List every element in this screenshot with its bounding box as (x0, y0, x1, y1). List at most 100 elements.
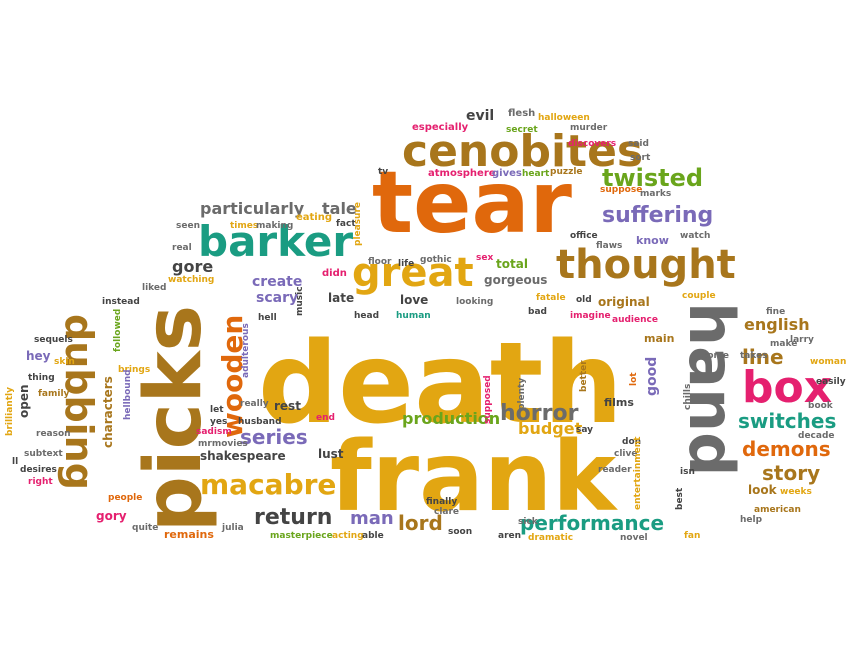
word-gothic: gothic (420, 255, 452, 265)
word-hey: hey (26, 349, 51, 363)
word-barker: barker (198, 217, 353, 266)
word-dubbing: dubbing (57, 314, 101, 490)
word-sex: sex (476, 253, 493, 263)
word-right: right (28, 477, 53, 487)
word-fan: fan (684, 531, 700, 541)
word-adulterous: adulterous (241, 323, 251, 378)
word-great: great (352, 250, 474, 296)
word-masterpiece: masterpiece (270, 531, 333, 541)
word-puzzle: puzzle (550, 167, 583, 177)
word-american: american (754, 505, 801, 515)
word-say: say (576, 425, 593, 435)
word-tale: tale (322, 199, 357, 218)
word-come: come (702, 351, 729, 361)
word-sick: sick (518, 517, 539, 527)
word-reader: reader (598, 465, 632, 475)
word-clive: clive (614, 449, 637, 459)
word-life: life (398, 259, 414, 269)
word-desires: desires (20, 465, 57, 475)
word-hell: hell (258, 313, 277, 323)
word-return: return (254, 505, 332, 530)
word-book: book (808, 401, 834, 411)
word-discovers: discovers (568, 139, 616, 149)
word-audience: audience (612, 315, 658, 325)
word-secret: secret (506, 125, 538, 135)
word-macabre: macabre (200, 468, 336, 501)
word-chills: chills (683, 384, 693, 410)
word-gorgeous: gorgeous (484, 273, 547, 287)
word-fine: fine (766, 307, 785, 317)
word-dramatic: dramatic (528, 533, 573, 543)
word-floor: floor (368, 257, 392, 267)
word-people: people (108, 493, 142, 503)
word-open: open (17, 384, 31, 418)
word-fatale: fatale (536, 293, 566, 303)
word-especially: especially (412, 122, 469, 133)
word-performance: performance (520, 511, 664, 535)
word-fact: fact (336, 219, 356, 229)
word-end: end (316, 413, 335, 423)
word-suppose: suppose (600, 185, 642, 195)
word-entertainment: entertainment (633, 436, 643, 510)
word-films: films (604, 396, 634, 409)
word-old: old (576, 295, 592, 305)
word-death: death (258, 319, 623, 449)
word-larry: larry (790, 335, 814, 345)
word-gives: gives (492, 168, 522, 179)
word-halloween: halloween (538, 113, 590, 123)
word-subtext: subtext (24, 449, 63, 459)
word-family: family (38, 389, 70, 399)
word-wooden: wooden (216, 315, 249, 438)
word-flesh: flesh (508, 108, 535, 119)
word-followed: followed (113, 309, 123, 352)
word-acting: acting (332, 531, 364, 541)
word-yes: yes (210, 417, 227, 427)
word-watch: watch (680, 231, 710, 241)
word-original: original (598, 295, 650, 309)
word-times: times (230, 221, 258, 231)
word-demons: demons (742, 437, 831, 461)
word-pleasure: pleasure (353, 202, 363, 246)
word-mrmovies: mrmovies (198, 439, 248, 449)
word-making: making (256, 221, 293, 231)
word-better: better (579, 360, 589, 392)
word-soon: soon (448, 527, 472, 537)
word-switches: switches (738, 409, 836, 433)
word-story: story (762, 461, 820, 485)
word-lord: lord (398, 511, 443, 535)
word-horror: horror (500, 401, 579, 426)
word-murder: murder (570, 123, 608, 133)
word-remains: remains (164, 528, 214, 541)
word-novel: novel (620, 533, 648, 543)
word-office: office (570, 231, 598, 241)
word-decade: decade (798, 431, 835, 441)
word-series: series (240, 425, 308, 449)
word-english: english (744, 315, 810, 334)
word-marks: marks (640, 189, 671, 199)
word-good: good (644, 357, 660, 396)
word-best: best (675, 487, 685, 510)
word-hellbound: hellbound (123, 369, 133, 420)
word-heart: heart (522, 169, 550, 179)
word-able: able (362, 531, 384, 541)
word-rest: rest (274, 399, 301, 413)
word-isn: isn (680, 467, 695, 477)
word-really: really (240, 399, 269, 409)
word-real: real (172, 243, 192, 253)
word-thing: thing (28, 373, 55, 383)
word-brilliantly: brilliantly (5, 387, 15, 436)
word-tear: tear (372, 153, 572, 253)
word-couple: couple (682, 291, 716, 301)
word-picks: picks (129, 305, 219, 532)
word-looking: looking (456, 297, 493, 307)
word-shakespeare: shakespeare (200, 449, 286, 463)
word-music: music (295, 286, 305, 316)
word-production: production (402, 409, 500, 428)
word-supposed: supposed (483, 375, 493, 424)
word-didn: didn (322, 268, 347, 279)
word-quite: quite (132, 523, 158, 533)
word-line: line (742, 345, 784, 369)
word-characters: characters (101, 376, 115, 448)
word-sadism: sadism (196, 427, 232, 437)
word-look: look (748, 483, 778, 497)
